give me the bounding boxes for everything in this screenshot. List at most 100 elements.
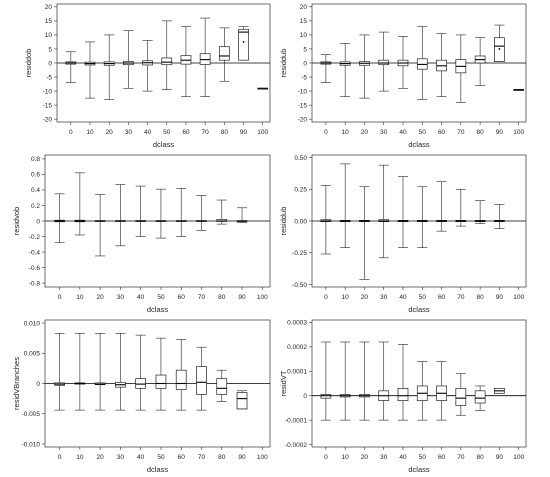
y-tick-label: 20 bbox=[300, 4, 308, 11]
y-tick-label: -0.010 bbox=[22, 441, 41, 448]
x-tick-label: 0 bbox=[324, 454, 328, 461]
y-tick-label: 0.0001 bbox=[287, 369, 307, 376]
x-tick-label: 100 bbox=[513, 294, 524, 301]
box-70 bbox=[196, 195, 207, 231]
y-tick-label: -10 bbox=[43, 88, 53, 95]
box-50 bbox=[161, 20, 173, 90]
box-80 bbox=[474, 200, 486, 224]
box-10 bbox=[339, 43, 351, 98]
box-40 bbox=[135, 334, 147, 411]
box-30 bbox=[378, 31, 390, 92]
x-tick-label: 90 bbox=[496, 129, 504, 136]
box-50 bbox=[155, 337, 167, 411]
box-50 bbox=[416, 26, 428, 100]
y-tick-label: -20 bbox=[298, 116, 308, 123]
x-tick-label: 30 bbox=[125, 129, 133, 136]
box-iqr bbox=[238, 28, 249, 61]
x-tick-label: 70 bbox=[198, 454, 206, 461]
y-tick-label: 0.0003 bbox=[287, 320, 307, 327]
box-20 bbox=[103, 34, 115, 100]
y-tick-label: 10 bbox=[300, 32, 308, 39]
box-100 bbox=[257, 87, 269, 90]
box-80 bbox=[474, 385, 486, 411]
box-60 bbox=[175, 188, 187, 237]
x-tick-label: 90 bbox=[240, 129, 248, 136]
box-10 bbox=[339, 163, 351, 248]
x-tick-label: 60 bbox=[178, 454, 186, 461]
x-tick-label: 100 bbox=[513, 454, 524, 461]
box-50 bbox=[416, 361, 428, 421]
x-tick-label: 70 bbox=[202, 129, 210, 136]
y-tick-label: -0.50 bbox=[292, 282, 307, 289]
x-tick-label: 0 bbox=[324, 294, 328, 301]
box-70 bbox=[455, 34, 467, 103]
plot-frame bbox=[311, 319, 527, 448]
y-tick-label: -0.0002 bbox=[285, 442, 307, 449]
box-iqr bbox=[218, 46, 230, 61]
box-70 bbox=[455, 188, 467, 227]
panel-6: -0.0002 -0.0001 0 0.0001 0.0002 0.0003 0 10 20 30… bbox=[279, 319, 527, 474]
box-0 bbox=[320, 341, 332, 421]
y-tick-label: 0.25 bbox=[294, 187, 307, 194]
x-tick-label: 80 bbox=[221, 129, 229, 136]
box-iqr bbox=[155, 374, 167, 389]
box-10 bbox=[74, 172, 86, 236]
box-80 bbox=[474, 37, 486, 86]
box-40 bbox=[135, 185, 147, 237]
box-70 bbox=[455, 373, 467, 416]
box-20 bbox=[359, 186, 370, 280]
box-40 bbox=[142, 40, 153, 92]
x-tick-label: 0 bbox=[69, 129, 73, 136]
x-tick-label: 70 bbox=[457, 129, 465, 136]
box-10 bbox=[84, 41, 96, 99]
x-axis-label: dclass bbox=[147, 305, 169, 314]
x-tick-label: 10 bbox=[76, 454, 84, 461]
y-tick-label: 0 bbox=[36, 381, 40, 388]
x-tick-label: 20 bbox=[361, 129, 369, 136]
x-tick-label: 30 bbox=[380, 129, 388, 136]
x-tick-label: 40 bbox=[399, 129, 407, 136]
box-90 bbox=[494, 24, 505, 62]
x-tick-label: 90 bbox=[496, 294, 504, 301]
x-axis-label: dclass bbox=[408, 305, 430, 314]
panel-2: -20 -15 -10 -5 0 5 10 15 20 0 10 20 30 40 50 60 70 80 90 10… bbox=[279, 3, 527, 149]
y-tick-label: 0 bbox=[303, 60, 307, 67]
box-0 bbox=[54, 193, 65, 244]
y-axis-label: residdob bbox=[24, 49, 33, 78]
y-tick-label: 0.4 bbox=[31, 187, 40, 194]
y-tick-label: 0.0002 bbox=[287, 344, 307, 351]
x-tick-label: 40 bbox=[137, 454, 145, 461]
box-60 bbox=[175, 339, 187, 411]
x-tick-label: 40 bbox=[399, 294, 407, 301]
y-tick-label: 15 bbox=[300, 18, 308, 25]
y-tick-label: -5 bbox=[46, 74, 52, 81]
panel-3: -0.8 -0.6 -0.4 -0.2 0 0.2 0.4 0.6 0.8 0 10 20 30 40 50… bbox=[12, 154, 271, 314]
x-tick-label: 60 bbox=[438, 454, 446, 461]
box-80 bbox=[216, 199, 228, 225]
box-60 bbox=[436, 181, 447, 232]
box-80 bbox=[218, 27, 230, 82]
box-60 bbox=[180, 26, 192, 98]
y-tick-label: 0.50 bbox=[294, 155, 307, 162]
box-iqr bbox=[236, 392, 248, 410]
x-tick-label: 90 bbox=[496, 454, 504, 461]
y-tick-label: 0 bbox=[303, 393, 307, 400]
x-axis-label: dclass bbox=[147, 465, 169, 474]
y-axis-label: residVT bbox=[279, 370, 288, 396]
box-20 bbox=[94, 333, 106, 411]
box-0 bbox=[65, 51, 77, 83]
y-tick-label: -15 bbox=[43, 102, 53, 109]
y-tick-label: -0.005 bbox=[22, 411, 41, 418]
y-tick-label: 5 bbox=[303, 46, 307, 53]
y-tick-label: -0.0001 bbox=[285, 417, 307, 424]
x-tick-label: 60 bbox=[438, 129, 446, 136]
panel-4: -0.50 -0.25 0.00 0.25 0.50 0 10 20 30 40 50 60 70 80 9… bbox=[279, 154, 527, 314]
x-tick-label: 10 bbox=[342, 294, 350, 301]
box-iqr bbox=[216, 378, 228, 395]
x-tick-label: 100 bbox=[257, 129, 268, 136]
y-tick-label: -0.8 bbox=[29, 280, 41, 287]
x-tick-label: 60 bbox=[182, 129, 190, 136]
box-90 bbox=[494, 204, 505, 229]
box-70 bbox=[196, 346, 207, 411]
x-tick-label: 50 bbox=[157, 454, 165, 461]
